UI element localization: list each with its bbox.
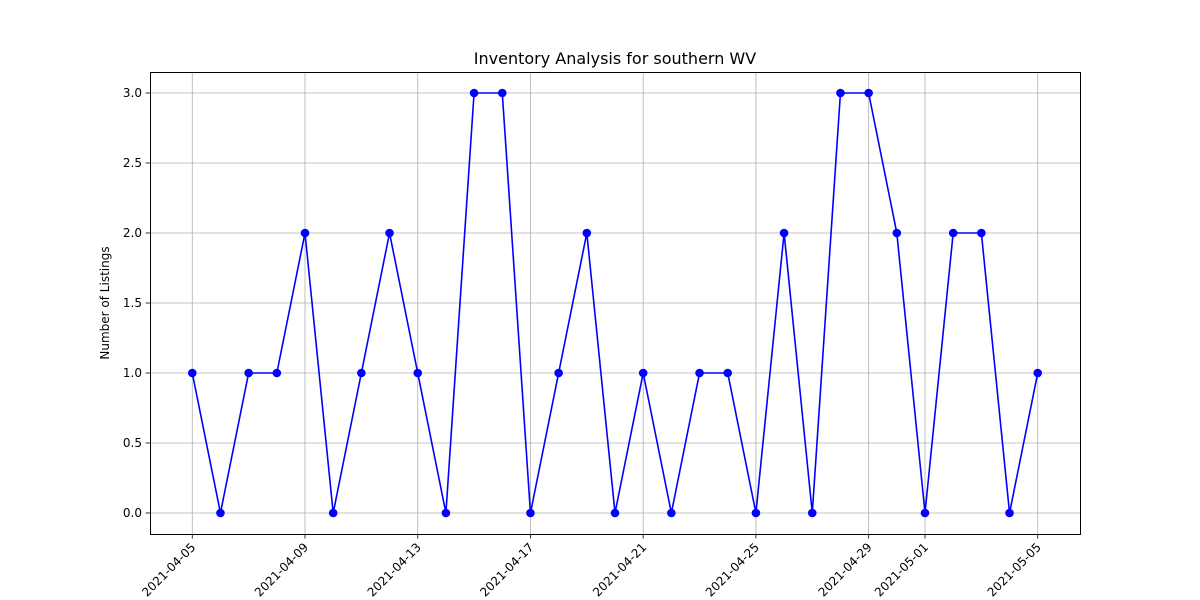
- data-point: [497, 88, 507, 98]
- y-tick-label: 0.0: [123, 506, 142, 520]
- data-point: [638, 368, 648, 378]
- data-point: [187, 368, 197, 378]
- y-tick-label: 3.0: [123, 86, 142, 100]
- data-point: [779, 228, 789, 238]
- y-tick-label: 1.0: [123, 366, 142, 380]
- plot-frame: [150, 72, 1081, 535]
- data-point: [413, 368, 423, 378]
- data-point: [1005, 508, 1014, 518]
- data-point: [526, 508, 535, 518]
- data-point: [948, 228, 958, 238]
- data-point: [836, 88, 845, 98]
- data-point: [723, 368, 733, 378]
- data-point: [864, 88, 873, 98]
- data-point: [244, 368, 253, 378]
- chart-title: Inventory Analysis for southern WV: [474, 49, 756, 68]
- data-point: [385, 228, 394, 238]
- data-point: [751, 508, 761, 518]
- data-point: [807, 508, 817, 518]
- data-point: [610, 508, 620, 518]
- data-point: [1033, 368, 1043, 378]
- y-tick-label: 0.5: [123, 436, 142, 450]
- data-point: [328, 508, 338, 518]
- data-point: [977, 228, 986, 238]
- y-tick-label: 2.5: [123, 156, 142, 170]
- data-point: [441, 508, 451, 518]
- data-point: [554, 368, 563, 378]
- series-layer: [187, 88, 1043, 518]
- data-point: [469, 88, 479, 98]
- data-point: [357, 368, 366, 378]
- data-point: [920, 508, 930, 518]
- data-point: [695, 368, 704, 378]
- data-point: [300, 228, 310, 238]
- y-axis: 0.0 0.5 1.0 1.5 2.0 2.5 3.0: [123, 86, 150, 520]
- y-tick-label: 2.0: [123, 226, 142, 240]
- data-point: [667, 508, 676, 518]
- data-point: [892, 228, 902, 238]
- data-point: [216, 508, 225, 518]
- y-tick-label: 1.5: [123, 296, 142, 310]
- data-point: [582, 228, 592, 238]
- data-point: [272, 368, 282, 378]
- y-axis-label: Number of Listings: [98, 246, 112, 359]
